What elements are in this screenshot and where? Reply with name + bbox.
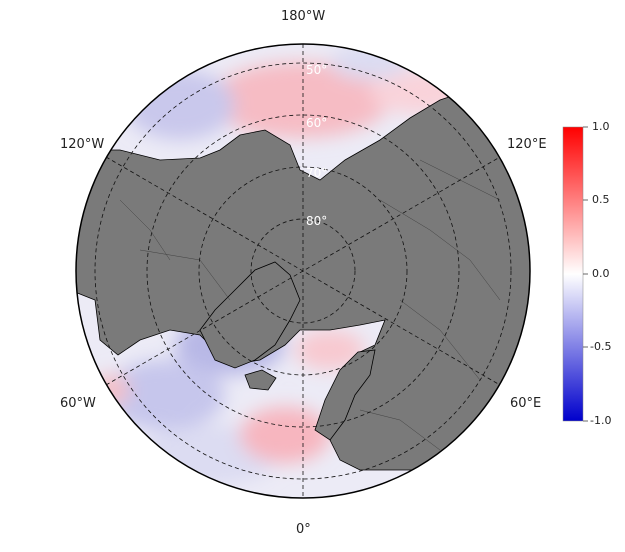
- map-boundary: [75, 43, 531, 499]
- colorbar: [562, 126, 584, 422]
- land-iceland: [244, 369, 277, 391]
- lat-label-70: 70°: [306, 166, 327, 180]
- colorbar-tick-label: -0.5: [590, 340, 612, 353]
- lon-label-180w: 180°W: [281, 9, 326, 24]
- lon-label-120w: 120°W: [60, 137, 105, 152]
- colorbar-ticks: [583, 126, 588, 422]
- lon-label-0: 0°: [296, 522, 311, 537]
- land: [76, 89, 530, 471]
- colorbar-tick-label: 1.0: [592, 120, 610, 133]
- graticule: [94, 44, 512, 498]
- colorbar-tick-label: -1.0: [590, 414, 612, 427]
- colorbar-tick-label: 0.0: [592, 267, 610, 280]
- lon-label-120e: 120°E: [507, 137, 547, 152]
- land-scandinavia: [314, 349, 376, 441]
- land-greenland: [199, 261, 301, 369]
- lon-label-60w: 60°W: [60, 396, 96, 411]
- lat-label-80: 80°: [306, 214, 327, 228]
- lon-label-60e: 60°E: [510, 396, 542, 411]
- lat-label-60: 60°: [306, 116, 327, 130]
- colorbar-tick-label: 0.5: [592, 193, 610, 206]
- lat-label-50: 50°: [306, 63, 327, 77]
